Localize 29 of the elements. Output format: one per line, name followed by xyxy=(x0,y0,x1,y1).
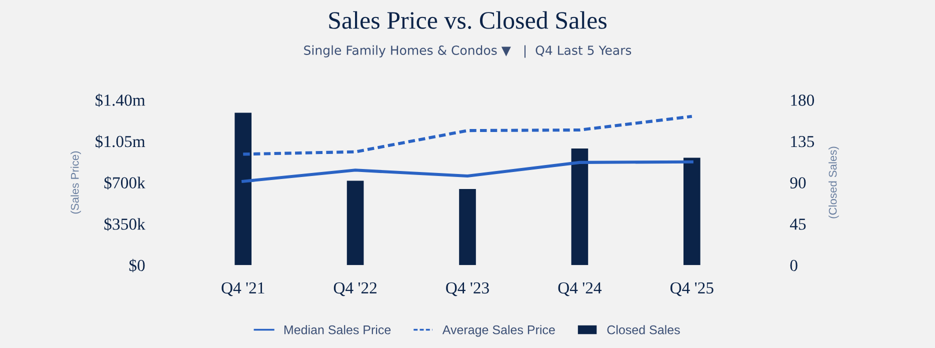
chart-subtitle: Single Family Homes & Condos ▼ | Q4 Last 5 Years xyxy=(304,45,632,58)
bar xyxy=(346,180,364,266)
y-tick-label: $1.40m xyxy=(96,94,146,107)
bar xyxy=(234,112,252,266)
x-tick-label: Q4 '21 xyxy=(222,282,264,296)
y2-tick-label: 90 xyxy=(790,177,806,188)
y-tick-label: $0 xyxy=(129,258,145,272)
bar xyxy=(683,158,700,266)
legend-label: Average Sales Price xyxy=(442,325,555,337)
y2-axis-title: (Closed Sales) xyxy=(828,146,839,218)
line-series xyxy=(242,114,694,156)
y2-tick-label: 135 xyxy=(791,136,814,148)
line-series xyxy=(242,160,694,183)
legend-label: Closed Sales xyxy=(607,325,680,334)
x-tick-label: Q4 '23 xyxy=(446,282,489,296)
y2-tick-label: 180 xyxy=(791,94,814,106)
y-tick-label: $350k xyxy=(104,218,146,231)
y-tick-label: $1.05m xyxy=(96,134,146,148)
chart-title: Sales Price vs. Closed Sales xyxy=(329,11,607,29)
x-tick-label: Q4 '24 xyxy=(558,282,602,296)
y-axis-title: (Sales Price) xyxy=(70,151,81,214)
y2-tick-label: 45 xyxy=(790,218,806,230)
x-tick-label: Q4 '25 xyxy=(670,282,714,296)
y2-tick-label: 0 xyxy=(790,260,798,272)
x-tick-label: Q4 '22 xyxy=(334,282,376,296)
bar xyxy=(571,148,588,266)
bar xyxy=(459,188,476,266)
y-tick-label: $700k xyxy=(104,176,146,190)
legend-label: Median Sales Price xyxy=(284,325,391,334)
